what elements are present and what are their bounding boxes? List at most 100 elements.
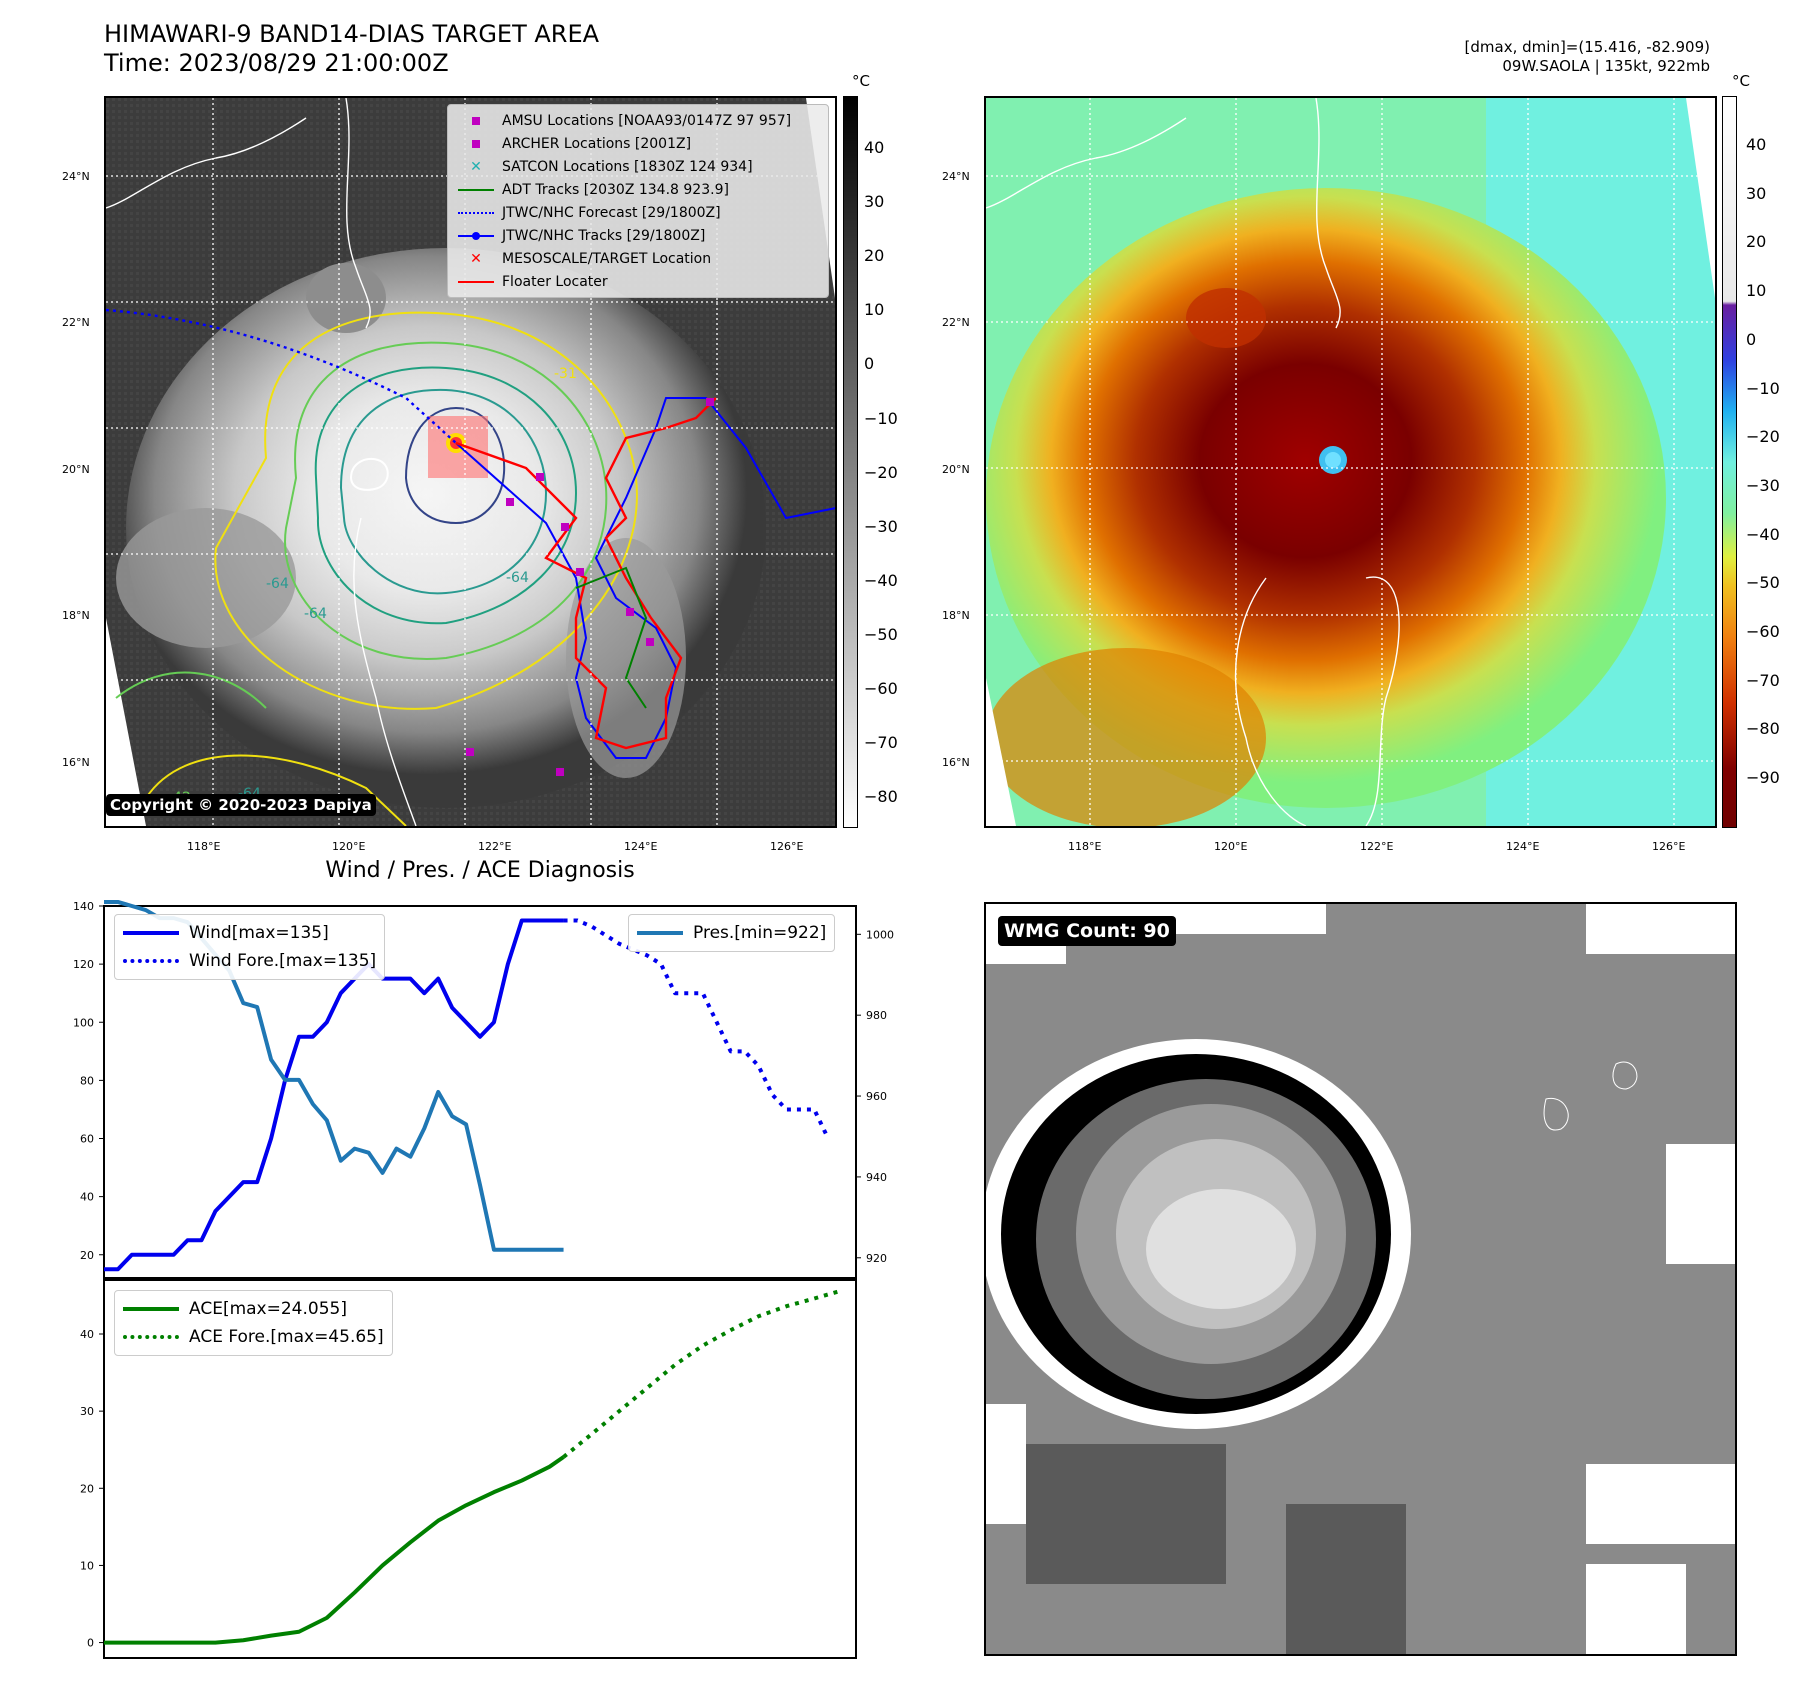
lon-label: 118°E — [1068, 840, 1102, 853]
y-tick-label: 0 — [87, 1637, 94, 1650]
y-tick-label: 80 — [80, 1074, 94, 1087]
legend-rows: AMSU Locations [NOAA93/0147Z 97 957] ARCH… — [456, 109, 820, 293]
legend-label: SATCON Locations [1830Z 124 934] — [502, 158, 753, 175]
lon-label: 122°E — [478, 840, 512, 853]
wmg-panel: WMG Count: 90 — [984, 902, 1737, 1656]
legend-item-wind: Wind[max=135] — [123, 919, 376, 947]
ir-map-panel: -31 -64 -64 -64 -64 -42 AMSU Locations [… — [104, 96, 837, 828]
colorbar-tick: 30 — [864, 192, 885, 212]
colorbar-tick: −10 — [864, 408, 898, 428]
legend-key-icon — [456, 211, 496, 214]
colorbar-tick: 40 — [864, 138, 885, 157]
lat-label: 16°N — [942, 756, 970, 769]
legend-item: ARCHER Locations [2001Z] — [456, 132, 820, 155]
colorbar-tick: −20 — [1746, 427, 1780, 447]
colorbar-tick: 0 — [864, 354, 875, 374]
ace-chart: 010203040ACE — [80, 1279, 857, 1659]
diagnosis-title: Wind / Pres. / ACE Diagnosis — [325, 858, 635, 883]
lat-label: 16°N — [62, 756, 90, 769]
colorbar-tick: −50 — [864, 624, 898, 644]
colorbar-tick: 20 — [1746, 232, 1767, 252]
series-line — [104, 918, 564, 1272]
colorbar-tick: −30 — [864, 516, 898, 536]
legend-key-icon: ✕ — [470, 250, 482, 267]
contour-label: -64 — [304, 606, 327, 622]
series-line — [562, 1288, 843, 1459]
y2-tick-label: 980 — [866, 1009, 887, 1022]
lon-label: 122°E — [1360, 840, 1394, 853]
lat-label: 24°N — [62, 170, 90, 183]
wmg-image — [986, 904, 1735, 1654]
lon-label: 120°E — [1214, 840, 1248, 853]
legend-label-pressure: Pres.[min=922] — [693, 923, 827, 943]
legend-item-ace: ACE[max=24.055] — [123, 1295, 384, 1323]
y2-tick-label: 1000 — [866, 928, 894, 941]
wmg-count-text: WMG Count: 90 — [1004, 920, 1170, 942]
y-tick-label: 100 — [73, 1016, 94, 1029]
colorbar-tick: −60 — [1746, 622, 1780, 641]
lat-label: 24°N — [942, 170, 970, 183]
colorbar-tick: −60 — [864, 679, 898, 698]
legend-key-icon: ✕ — [470, 158, 482, 175]
legend-label: Floater Locater — [502, 273, 608, 290]
legend-label-wind: Wind[max=135] — [189, 923, 329, 943]
colorbar-left — [843, 96, 858, 828]
legend-label: AMSU Locations [NOAA93/0147Z 97 957] — [502, 112, 792, 129]
legend-key-icon — [456, 139, 496, 148]
y2-tick-label: 920 — [866, 1252, 887, 1265]
colorbar-tick: −80 — [1746, 719, 1780, 739]
wind-legend: Wind[max=135] Wind Fore.[max=135] — [114, 914, 386, 980]
lat-label: 18°N — [942, 609, 970, 622]
enhanced-map-panel — [984, 96, 1717, 828]
legend-key-icon — [456, 231, 496, 240]
legend-item-ace-forecast: ACE Fore.[max=45.65] — [123, 1323, 384, 1351]
series-line — [563, 918, 830, 1140]
copyright-badge: Copyright © 2020-2023 Dapiya — [106, 794, 376, 816]
figure-stats: [dmax, dmin]=(15.416, -82.909) 09W.SAOLA… — [1465, 38, 1710, 76]
colorbar-tick: −70 — [1746, 670, 1780, 690]
colorbar-tick: −80 — [864, 787, 898, 807]
map-legend: AMSU Locations [NOAA93/0147Z 97 957] ARCH… — [447, 104, 829, 298]
lon-label: 120°E — [332, 840, 366, 853]
legend-label-wind-forecast: Wind Fore.[max=135] — [189, 951, 377, 971]
legend-label: ADT Tracks [2030Z 134.8 923.9] — [502, 181, 729, 198]
y-tick-label: 40 — [80, 1191, 94, 1204]
series-line — [104, 1455, 565, 1645]
lat-label: 20°N — [942, 463, 970, 476]
y-tick-label: 120 — [73, 958, 94, 971]
title-line-1: HIMAWARI-9 BAND14-DIAS TARGET AREA — [104, 20, 600, 48]
lat-label: 18°N — [62, 609, 90, 622]
legend-item: AMSU Locations [NOAA93/0147Z 97 957] — [456, 109, 820, 132]
y-tick-label: 140 — [73, 900, 94, 913]
legend-label: ARCHER Locations [2001Z] — [502, 135, 692, 152]
legend-label: MESOSCALE/TARGET Location — [502, 250, 712, 267]
legend-label-ace-forecast: ACE Fore.[max=45.65] — [189, 1327, 384, 1347]
lon-label: 124°E — [1506, 840, 1540, 853]
y-tick-label: 10 — [80, 1559, 94, 1572]
legend-item: ✕ MESOSCALE/TARGET Location — [456, 247, 820, 270]
legend-key-icon — [456, 116, 496, 125]
enhanced-map — [986, 98, 1715, 826]
lon-label: 126°E — [770, 840, 804, 853]
colorbar-tick: 30 — [1746, 183, 1767, 203]
colorbar-right-unit: °C — [1732, 72, 1750, 90]
colorbar-right — [1722, 96, 1737, 828]
legend-key-icon — [456, 280, 496, 283]
colorbar-tick: −70 — [864, 733, 898, 753]
y2-tick-label: 960 — [866, 1090, 887, 1103]
colorbar-tick: 40 — [1746, 135, 1767, 154]
colorbar-tick: −40 — [864, 570, 898, 590]
legend-label: JTWC/NHC Tracks [29/1800Z] — [502, 227, 706, 244]
y2-tick-label: 940 — [866, 1171, 887, 1184]
legend-label: JTWC/NHC Forecast [29/1800Z] — [502, 204, 721, 221]
colorbar-tick: −40 — [1746, 524, 1780, 544]
ace-legend: ACE[max=24.055] ACE Fore.[max=45.65] — [114, 1290, 393, 1356]
colorbar-tick: 10 — [864, 300, 885, 320]
pressure-legend: Pres.[min=922] — [628, 914, 836, 952]
lon-label: 124°E — [624, 840, 658, 853]
legend-item-wind-forecast: Wind Fore.[max=135] — [123, 947, 376, 975]
y-tick-label: 20 — [80, 1249, 94, 1262]
copyright-text: Copyright © 2020-2023 Dapiya — [110, 796, 372, 814]
colorbar-tick: −90 — [1746, 768, 1780, 788]
lat-label: 22°N — [942, 316, 970, 329]
